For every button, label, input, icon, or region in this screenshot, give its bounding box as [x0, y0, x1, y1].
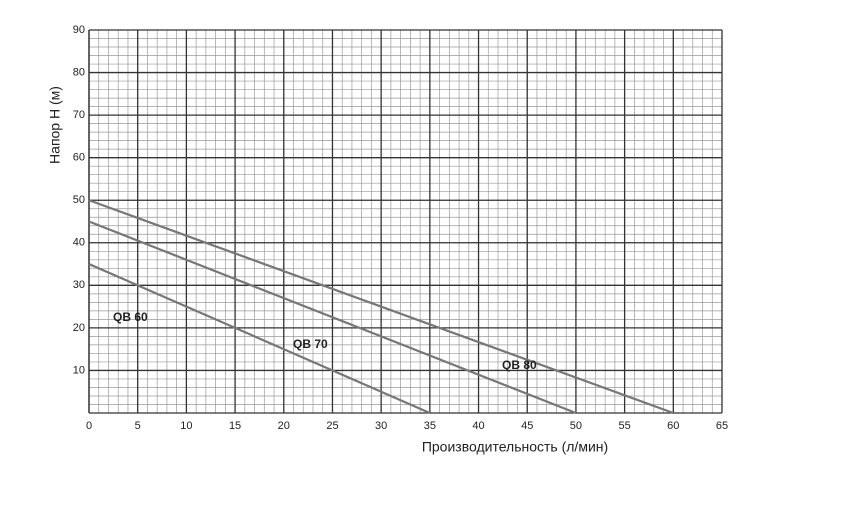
x-tick-label: 20: [278, 420, 290, 432]
x-tick-label: 0: [86, 420, 92, 432]
x-tick-label: 45: [521, 420, 533, 432]
x-tick-label: 65: [716, 420, 728, 432]
y-tick-label: 10: [73, 364, 85, 376]
y-tick-label: 70: [73, 109, 85, 121]
x-tick-label: 30: [375, 420, 387, 432]
y-tick-label: 40: [73, 237, 85, 249]
y-tick-label: 20: [73, 322, 85, 334]
x-tick-label: 35: [424, 420, 436, 432]
x-tick-label: 25: [326, 420, 338, 432]
y-tick-label: 30: [73, 279, 85, 291]
series-label: QB 70: [293, 337, 328, 351]
y-axis-title: Напор H (м): [47, 86, 63, 164]
series-line: [88, 263, 431, 415]
series-label: QB 80: [502, 358, 537, 372]
y-tick-label: 90: [73, 24, 85, 36]
series-label: QB 60: [113, 310, 148, 324]
x-tick-label: 60: [667, 420, 679, 432]
y-tick-label: 50: [73, 194, 85, 206]
x-tick-label: 5: [135, 420, 141, 432]
x-tick-label: 50: [570, 420, 582, 432]
x-tick-label: 15: [229, 420, 241, 432]
y-tick-label: 80: [73, 66, 85, 78]
series-line: [88, 199, 674, 415]
x-tick-label: 40: [472, 420, 484, 432]
y-tick-label: 60: [73, 152, 85, 164]
x-tick-label: 10: [180, 420, 192, 432]
x-axis-title: Производительность (л/мин): [422, 439, 608, 455]
series-line: [88, 220, 577, 415]
x-tick-label: 55: [618, 420, 630, 432]
